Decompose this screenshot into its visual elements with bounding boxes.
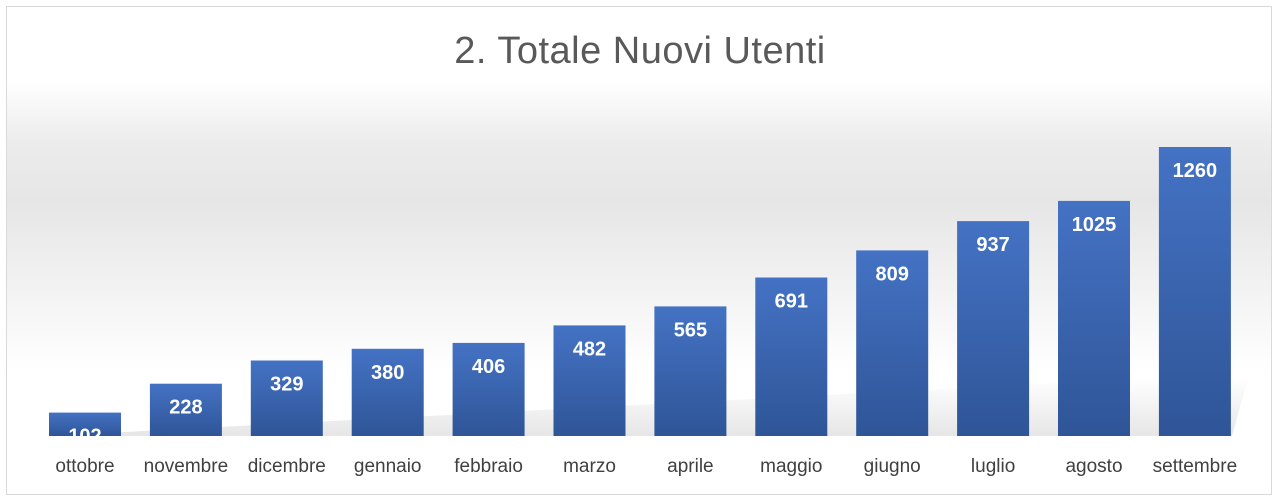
bar-luglio xyxy=(957,221,1030,436)
category-label-aprile: aprile xyxy=(667,456,713,477)
chart-title: 2. Totale Nuovi Utenti xyxy=(454,30,826,72)
bar-settembre xyxy=(1158,147,1231,436)
data-label-marzo: 482 xyxy=(573,338,606,360)
data-label-ottobre: 102 xyxy=(68,426,101,448)
data-label-luglio: 937 xyxy=(976,234,1009,256)
category-labels-group: ottobre novembre dicembre gennaio febbraio ma… xyxy=(55,456,1237,477)
bar-febbraio xyxy=(452,342,525,436)
category-label-marzo: marzo xyxy=(563,456,616,477)
data-label-agosto: 1025 xyxy=(1072,214,1117,236)
category-label-settembre: settembre xyxy=(1153,456,1237,477)
category-label-ottobre: ottobre xyxy=(55,456,114,477)
bar-agosto xyxy=(1058,200,1130,436)
bar-aprile xyxy=(654,306,727,436)
bar-dicembre xyxy=(250,360,323,436)
bar-gennaio xyxy=(351,348,424,436)
data-label-novembre: 228 xyxy=(169,397,202,419)
data-label-giugno: 809 xyxy=(876,263,909,285)
bars-group xyxy=(49,147,1231,436)
bar-ottobre xyxy=(49,412,121,436)
data-label-maggio: 691 xyxy=(775,291,808,313)
data-labels-group: 102 228 329 380 406 482 565 691 809 937 1025 1260 xyxy=(68,160,1217,448)
category-label-novembre: novembre xyxy=(144,456,229,477)
category-label-febbraio: febbraio xyxy=(454,456,523,477)
bar-novembre xyxy=(149,383,222,436)
data-label-gennaio: 380 xyxy=(371,362,404,384)
floor-shadow xyxy=(48,378,1248,436)
data-label-settembre: 1260 xyxy=(1173,160,1218,182)
data-label-febbraio: 406 xyxy=(472,356,505,378)
category-label-agosto: agosto xyxy=(1065,456,1122,477)
category-label-maggio: maggio xyxy=(760,456,822,477)
category-label-luglio: luglio xyxy=(971,456,1015,477)
bar-maggio xyxy=(755,277,828,436)
data-label-dicembre: 329 xyxy=(270,374,303,396)
category-label-gennaio: gennaio xyxy=(354,456,422,477)
bar-marzo xyxy=(553,325,626,436)
bar-giugno xyxy=(856,250,929,436)
category-label-dicembre: dicembre xyxy=(248,456,326,477)
data-label-aprile: 565 xyxy=(674,319,707,341)
category-label-giugno: giugno xyxy=(864,456,921,477)
